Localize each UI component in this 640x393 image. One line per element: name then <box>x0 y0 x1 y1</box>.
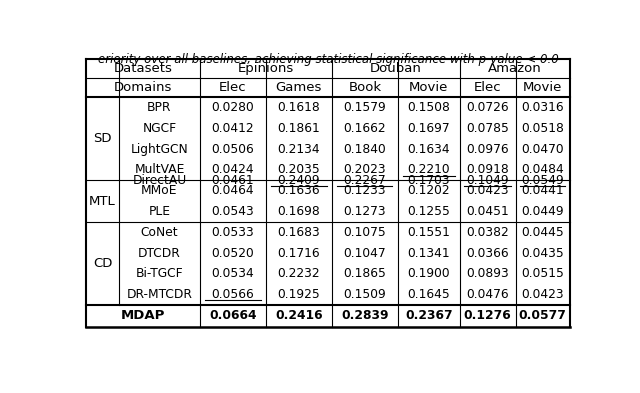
Text: 0.0461: 0.0461 <box>212 174 254 187</box>
Text: 0.1636: 0.1636 <box>278 184 320 197</box>
Text: MultVAE: MultVAE <box>134 163 184 176</box>
Text: NGCF: NGCF <box>142 122 177 135</box>
Text: 0.1865: 0.1865 <box>344 267 387 281</box>
Text: 0.1645: 0.1645 <box>408 288 450 301</box>
Text: 0.0470: 0.0470 <box>522 143 564 156</box>
Text: 0.2416: 0.2416 <box>275 309 323 322</box>
Text: 0.0449: 0.0449 <box>522 205 564 218</box>
Text: 0.1703: 0.1703 <box>408 174 450 187</box>
Text: 0.1861: 0.1861 <box>278 122 320 135</box>
Text: 0.1508: 0.1508 <box>407 101 450 114</box>
Text: 0.0366: 0.0366 <box>467 247 509 260</box>
Text: 0.1579: 0.1579 <box>344 101 386 114</box>
Text: 0.0423: 0.0423 <box>522 288 564 301</box>
Text: 0.1341: 0.1341 <box>408 247 450 260</box>
Text: DR-MTCDR: DR-MTCDR <box>127 288 193 301</box>
Text: 0.1276: 0.1276 <box>464 309 511 322</box>
Text: 0.1716: 0.1716 <box>278 247 320 260</box>
Text: 0.0506: 0.0506 <box>212 143 255 156</box>
Text: 0.2409: 0.2409 <box>278 174 320 187</box>
Text: Elec: Elec <box>220 81 247 94</box>
Text: 0.1634: 0.1634 <box>408 143 450 156</box>
Text: 0.0577: 0.0577 <box>519 309 566 322</box>
Text: 0.0566: 0.0566 <box>212 288 255 301</box>
Text: 0.0476: 0.0476 <box>467 288 509 301</box>
Text: 0.2267: 0.2267 <box>344 174 386 187</box>
Text: 0.0412: 0.0412 <box>212 122 254 135</box>
Text: 0.0664: 0.0664 <box>209 309 257 322</box>
Text: 0.0484: 0.0484 <box>522 163 564 176</box>
Text: CoNet: CoNet <box>141 226 179 239</box>
Text: 0.0423: 0.0423 <box>467 184 509 197</box>
Text: 0.1840: 0.1840 <box>344 143 386 156</box>
Text: CD: CD <box>93 257 112 270</box>
Text: 0.1662: 0.1662 <box>344 122 386 135</box>
Text: 0.0520: 0.0520 <box>212 247 255 260</box>
Text: LightGCN: LightGCN <box>131 143 188 156</box>
Text: 0.1273: 0.1273 <box>344 205 386 218</box>
Text: 0.0549: 0.0549 <box>522 174 564 187</box>
Text: Elec: Elec <box>474 81 502 94</box>
Text: Epinions: Epinions <box>238 62 294 75</box>
Text: 0.2023: 0.2023 <box>344 163 386 176</box>
Text: Datasets: Datasets <box>114 62 173 75</box>
Text: Movie: Movie <box>523 81 563 94</box>
Text: 0.2210: 0.2210 <box>408 163 450 176</box>
Text: 0.1047: 0.1047 <box>344 247 386 260</box>
Text: 0.1900: 0.1900 <box>408 267 450 281</box>
Text: 0.0435: 0.0435 <box>522 247 564 260</box>
Text: PLE: PLE <box>148 205 170 218</box>
Text: 0.2839: 0.2839 <box>341 309 388 322</box>
Text: 0.1698: 0.1698 <box>278 205 320 218</box>
Text: Book: Book <box>348 81 381 94</box>
Text: 0.0515: 0.0515 <box>521 267 564 281</box>
Text: 0.2367: 0.2367 <box>405 309 452 322</box>
Text: eriority over all baselines, achieving statistical significance with p-value < 0: eriority over all baselines, achieving s… <box>98 53 558 66</box>
Text: 0.0441: 0.0441 <box>522 184 564 197</box>
Text: 0.0533: 0.0533 <box>212 226 255 239</box>
Text: 0.1075: 0.1075 <box>344 226 386 239</box>
Text: Movie: Movie <box>409 81 449 94</box>
Text: 0.0316: 0.0316 <box>522 101 564 114</box>
Text: 0.1683: 0.1683 <box>278 226 320 239</box>
Text: 0.1509: 0.1509 <box>344 288 386 301</box>
Text: 0.2134: 0.2134 <box>278 143 320 156</box>
Text: 0.2232: 0.2232 <box>278 267 320 281</box>
Text: 0.0280: 0.0280 <box>212 101 255 114</box>
Text: 0.0382: 0.0382 <box>467 226 509 239</box>
Text: Douban: Douban <box>370 62 422 75</box>
Text: DTCDR: DTCDR <box>138 247 181 260</box>
Text: 0.1551: 0.1551 <box>407 226 450 239</box>
Text: 0.1618: 0.1618 <box>278 101 320 114</box>
Text: 0.0464: 0.0464 <box>212 184 254 197</box>
Text: DirectAU: DirectAU <box>132 174 187 187</box>
Text: Bi-TGCF: Bi-TGCF <box>136 267 183 281</box>
Text: 0.1049: 0.1049 <box>467 174 509 187</box>
Text: 0.1255: 0.1255 <box>407 205 450 218</box>
Text: 0.0424: 0.0424 <box>212 163 254 176</box>
Text: MMoE: MMoE <box>141 184 178 197</box>
Text: 0.1697: 0.1697 <box>408 122 450 135</box>
Text: 0.2035: 0.2035 <box>278 163 320 176</box>
Text: 0.1233: 0.1233 <box>344 184 386 197</box>
Text: Amazon: Amazon <box>488 62 541 75</box>
Text: 0.0726: 0.0726 <box>467 101 509 114</box>
Text: MDAP: MDAP <box>121 309 165 322</box>
Text: 0.0543: 0.0543 <box>212 205 255 218</box>
Text: 0.0445: 0.0445 <box>522 226 564 239</box>
Text: 0.1202: 0.1202 <box>408 184 450 197</box>
Text: 0.0976: 0.0976 <box>467 143 509 156</box>
Text: 0.1925: 0.1925 <box>278 288 320 301</box>
Text: Games: Games <box>276 81 322 94</box>
Text: SD: SD <box>93 132 112 145</box>
Text: MTL: MTL <box>89 195 116 208</box>
Text: 0.0534: 0.0534 <box>212 267 255 281</box>
Text: 0.0918: 0.0918 <box>467 163 509 176</box>
Text: 0.0785: 0.0785 <box>466 122 509 135</box>
Text: 0.0893: 0.0893 <box>467 267 509 281</box>
Text: 0.0518: 0.0518 <box>521 122 564 135</box>
Text: Domains: Domains <box>114 81 172 94</box>
Text: BPR: BPR <box>147 101 172 114</box>
Text: 0.0451: 0.0451 <box>467 205 509 218</box>
